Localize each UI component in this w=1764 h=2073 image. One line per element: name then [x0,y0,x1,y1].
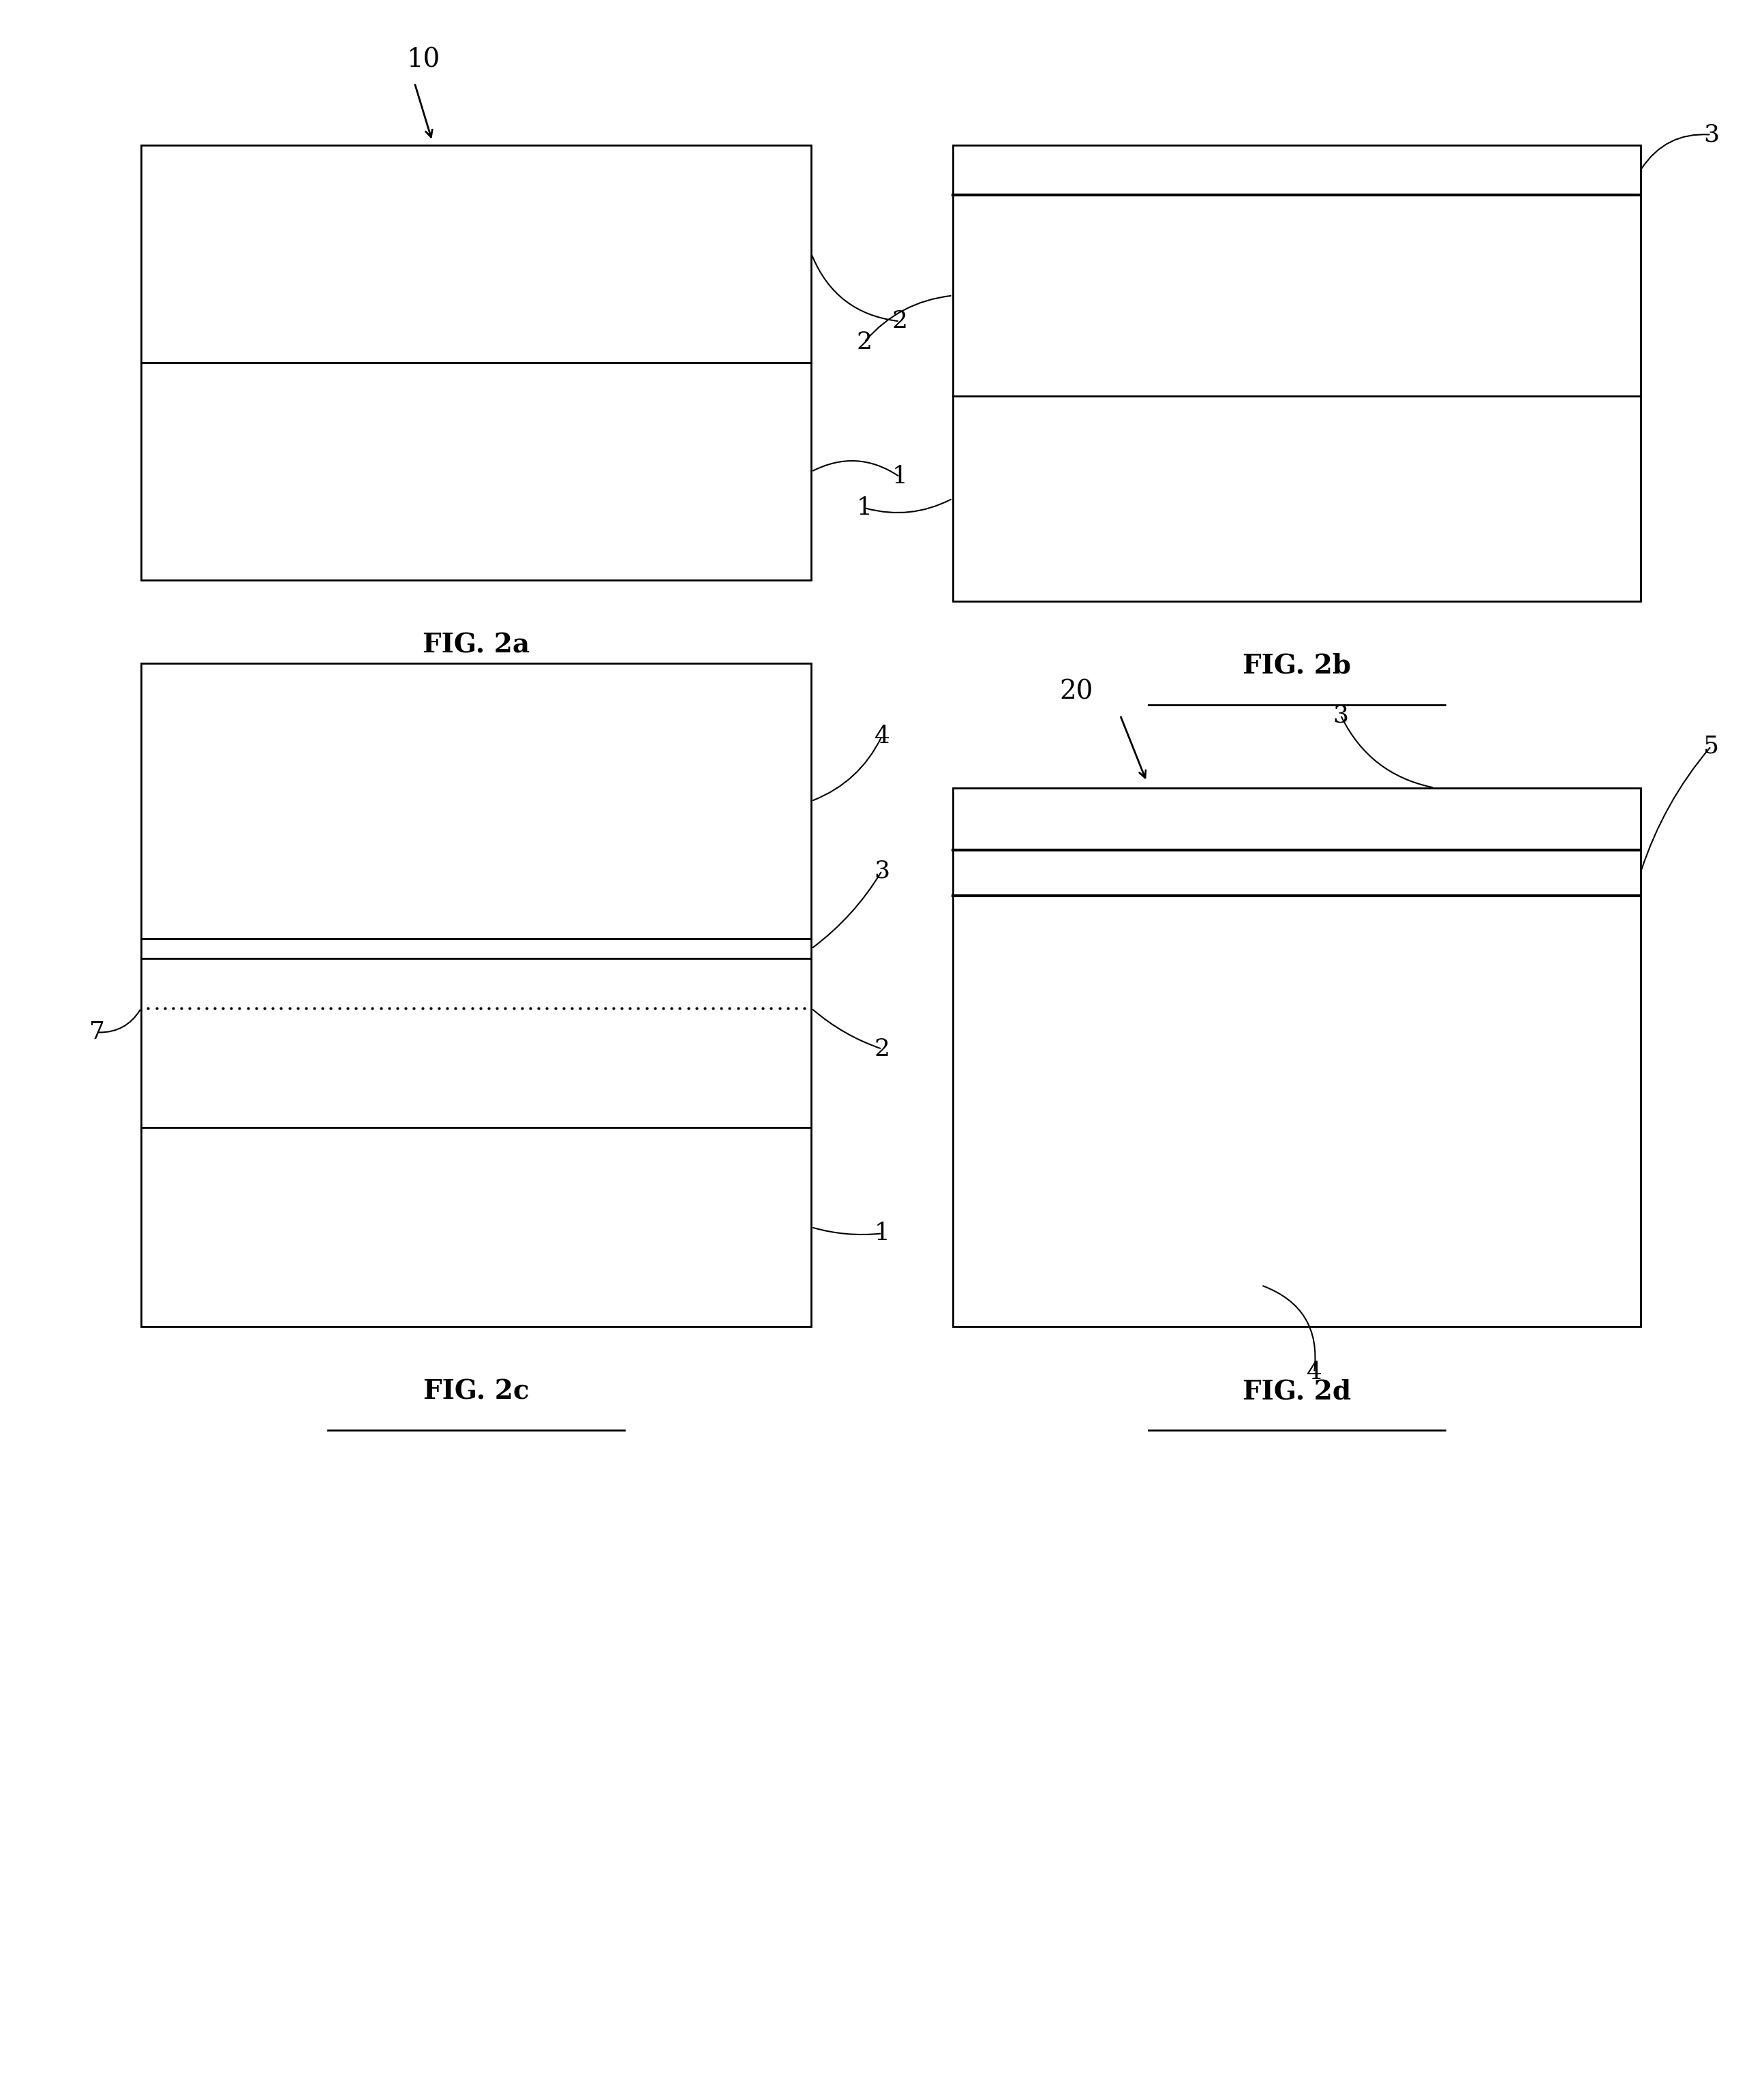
Bar [141,145,811,580]
Bar [953,788,1641,1327]
Text: 1: 1 [875,1221,889,1246]
Text: 3: 3 [1704,122,1718,147]
Text: 2: 2 [893,309,907,334]
Text: FIG. 2b: FIG. 2b [1242,653,1351,678]
Text: 3: 3 [1334,703,1348,728]
Bar [953,145,1641,601]
Text: 5: 5 [1704,734,1718,759]
Text: 20: 20 [1058,680,1094,705]
Text: 4: 4 [1307,1360,1321,1385]
Text: 10: 10 [406,48,441,73]
Text: 2: 2 [857,330,871,354]
Text: 1: 1 [893,464,907,489]
Text: 4: 4 [875,723,889,748]
Bar [141,663,811,1327]
Text: 7: 7 [90,1020,104,1045]
Text: FIG. 2d: FIG. 2d [1242,1379,1351,1403]
Text: 2: 2 [875,1036,889,1061]
Text: 1: 1 [857,495,871,520]
Text: 3: 3 [875,858,889,883]
Text: FIG. 2a: FIG. 2a [423,632,529,657]
Text: FIG. 2c: FIG. 2c [423,1379,529,1403]
